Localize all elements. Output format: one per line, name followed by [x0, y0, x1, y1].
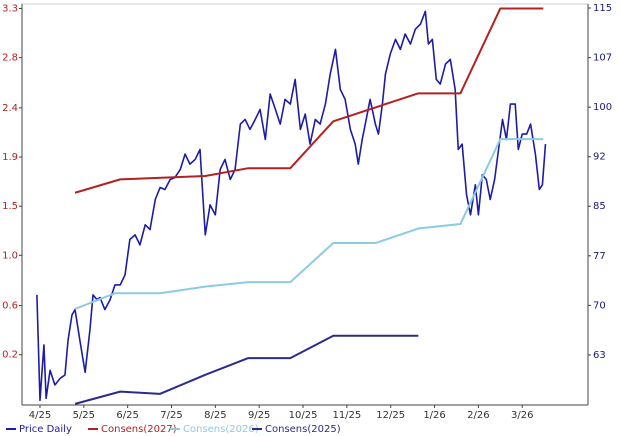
y2-tick-label: 115 [593, 3, 612, 14]
series-line [74, 334, 419, 405]
series-line [74, 7, 544, 194]
series-line [74, 138, 544, 310]
legend-label: Consens(2027) [101, 424, 177, 435]
y-tick-label: 0.6 [2, 301, 18, 312]
y2-tick-label: 100 [593, 102, 612, 113]
x-tick-label: 4/25 [29, 410, 51, 421]
x-tick-label: 12/25 [376, 410, 405, 421]
y2-tick-label: 77 [593, 251, 606, 262]
series-line [36, 10, 547, 402]
x-tick-label: 10/25 [289, 410, 318, 421]
y-tick-label: 1.0 [2, 250, 18, 261]
legend-label: Consens(2025) [265, 424, 341, 435]
y-tick-label: 3.3 [2, 3, 18, 14]
y-tick-label: 2.4 [2, 103, 18, 114]
y2-tick-label: 107 [593, 53, 612, 64]
y2-tick-label: 63 [593, 350, 606, 361]
x-tick-label: 1/26 [423, 410, 445, 421]
legend-label: Price Daily [19, 424, 72, 435]
x-tick-label: 9/25 [248, 410, 270, 421]
x-tick-label: 7/25 [160, 410, 182, 421]
x-tick-label: 3/26 [511, 410, 533, 421]
x-tick-label: 5/25 [73, 410, 95, 421]
x-tick-label: 2/26 [467, 410, 489, 421]
y-tick-label: 1.9 [2, 152, 18, 163]
y-tick-label: 2.8 [2, 53, 18, 64]
y-tick-label: 0.2 [2, 350, 18, 361]
y-tick-label: 1.5 [2, 201, 18, 212]
y2-tick-label: 92 [593, 152, 606, 163]
y2-tick-label: 85 [593, 201, 606, 212]
x-tick-label: 6/25 [116, 410, 138, 421]
y2-tick-label: 70 [593, 300, 606, 311]
plot-area [21, 3, 589, 406]
legend-label: Consens(2026) [183, 424, 259, 435]
x-tick-label: 11/25 [332, 410, 361, 421]
x-tick-label: 8/25 [204, 410, 226, 421]
